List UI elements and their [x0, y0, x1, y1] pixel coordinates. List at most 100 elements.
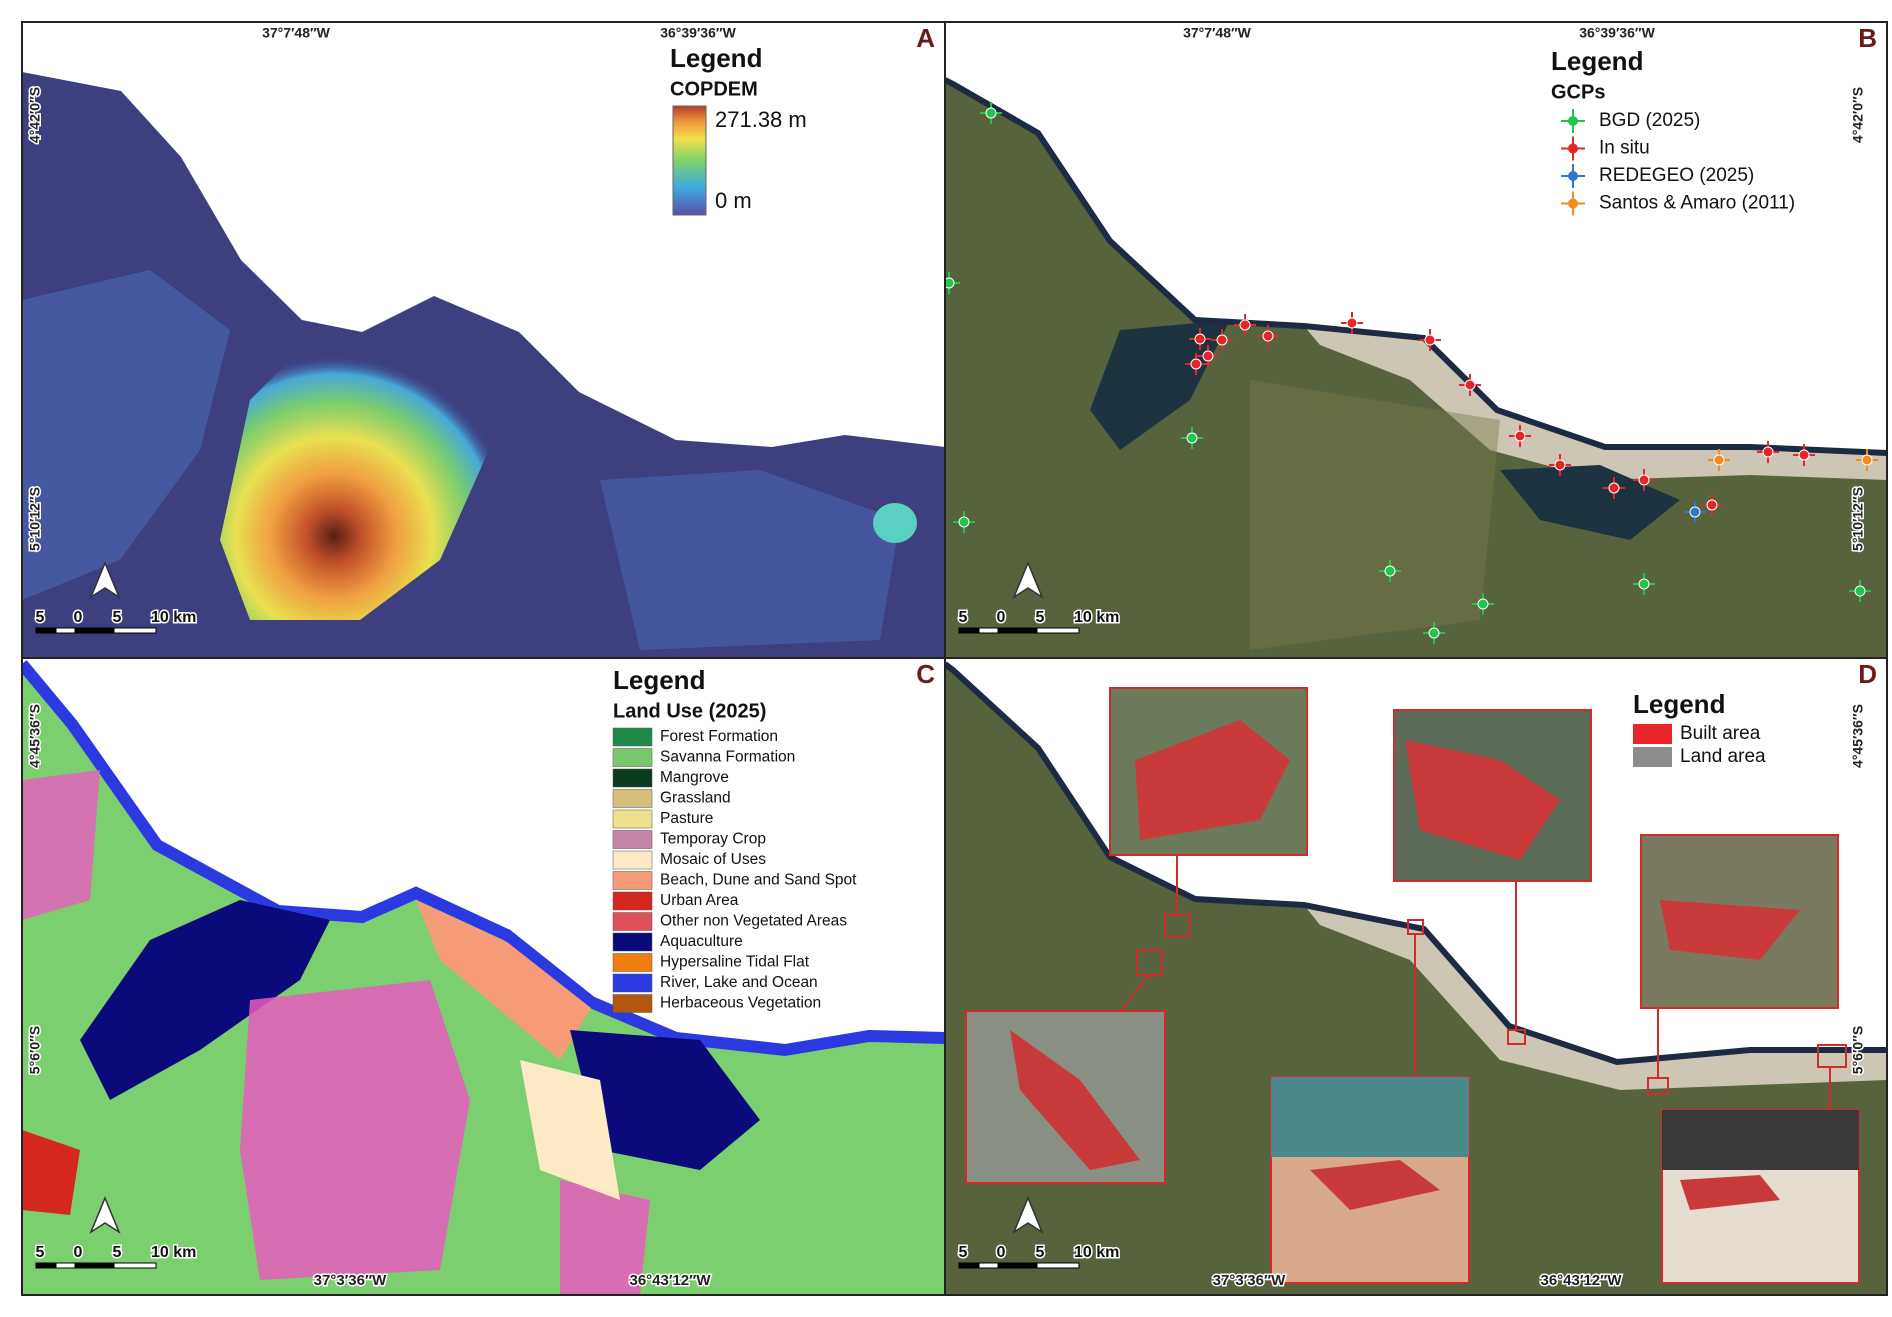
- scale-label: 5: [959, 609, 968, 626]
- panel-frames: [21, 21, 1888, 1296]
- panel-c-map: [22, 658, 945, 1295]
- coordinate-label: 4°45′36″S: [27, 704, 43, 768]
- urban: [22, 1130, 80, 1215]
- legend-symbol: [1568, 143, 1578, 154]
- coordinate-label: 36°39′36″W: [660, 25, 736, 41]
- panel-label: A: [916, 23, 935, 53]
- scale-label: 5: [959, 1244, 968, 1261]
- legend-swatch: [612, 850, 653, 870]
- crops: [22, 770, 100, 920]
- legend-item: River, Lake and Ocean: [660, 974, 818, 991]
- scale-label: 10 km: [151, 609, 196, 626]
- panel-b-map: [945, 22, 1887, 658]
- legend-item: REDEGEO (2025): [1599, 165, 1754, 186]
- scale-label: 0: [74, 1244, 83, 1261]
- legend-swatch: [612, 953, 653, 972]
- crop-fields: [1250, 380, 1500, 650]
- color-ramp: [672, 105, 707, 216]
- north-arrow: [89, 561, 121, 599]
- gcp-point: [1464, 379, 1476, 391]
- legend-symbol: [1568, 198, 1578, 209]
- panel-label: D: [1858, 659, 1877, 689]
- coordinate-label: 37°3′36″W: [1213, 1272, 1286, 1289]
- legend-item: Beach, Dune and Sand Spot: [660, 872, 857, 889]
- gcp-point: [1428, 627, 1440, 639]
- panel-d-map: [945, 658, 1887, 1295]
- scale-bar-segment: [958, 627, 980, 634]
- legend-swatch: [612, 748, 653, 767]
- legend-item: Urban Area: [660, 892, 739, 909]
- legend-title: Legend: [613, 665, 705, 695]
- scale-bar-segment: [997, 1262, 1038, 1269]
- mosaic: [520, 1060, 620, 1200]
- legend-swatch: [1633, 724, 1672, 744]
- scale-label: 5: [1036, 1244, 1045, 1261]
- gcp-point: [945, 277, 955, 289]
- legend-swatch: [612, 891, 653, 911]
- gcp-point: [1384, 565, 1396, 577]
- gcp-point: [1713, 454, 1725, 466]
- gcp-point: [1262, 330, 1274, 342]
- aquaculture: [1090, 320, 1230, 450]
- scale-bar-segment: [113, 1262, 157, 1269]
- coordinate-label: 4°42′0″S: [1850, 87, 1866, 143]
- coordinate-label: 37°7′48″W: [1183, 25, 1252, 41]
- gcp-point: [1762, 446, 1774, 458]
- scale-bar-segment: [55, 627, 76, 634]
- legend-swatch: [612, 912, 653, 931]
- coordinate-label: 5°10′12″S: [27, 487, 43, 551]
- scale-label: 0: [997, 1244, 1006, 1261]
- legend-item: Mangrove: [660, 769, 729, 786]
- ocean-edge: [22, 660, 945, 1057]
- gcp-point: [1854, 585, 1866, 597]
- gcp-point: [1514, 430, 1526, 442]
- coordinate-label: 5°6′0″S: [1850, 1026, 1866, 1074]
- gcp-point: [1706, 499, 1718, 511]
- legend-item: Savanna Formation: [660, 749, 795, 766]
- scale-bar-segment: [35, 627, 57, 634]
- coordinate-label: 37°3′36″W: [314, 1272, 387, 1289]
- legend-item: Land area: [1680, 746, 1766, 767]
- coastline: [945, 661, 1887, 1066]
- legend-item: Other non Vegetated Areas: [660, 913, 847, 930]
- coordinate-label: 36°43′12″W: [630, 1272, 712, 1289]
- scale-label: 0: [997, 609, 1006, 626]
- legend-symbol: [1568, 116, 1578, 126]
- scale-bar-segment: [35, 1262, 57, 1269]
- insets: [965, 687, 1860, 1284]
- aquaculture: [1500, 465, 1680, 540]
- legend-symbol: [1568, 171, 1578, 181]
- legend-item: Pasture: [660, 810, 713, 827]
- gcp-point: [1190, 358, 1202, 370]
- gcp-point: [1346, 317, 1358, 329]
- scale-bar-segment: [958, 1262, 980, 1269]
- scale-label: 10 km: [1074, 609, 1119, 626]
- gcp-point: [1861, 454, 1873, 466]
- panel-label: C: [916, 659, 935, 689]
- legend-item: Temporay Crop: [660, 831, 766, 848]
- legend-title: Legend: [670, 43, 762, 73]
- gcp-point: [1194, 333, 1206, 345]
- scale-bar-segment: [74, 1262, 115, 1269]
- aquaculture: [570, 1030, 760, 1170]
- gcp-point: [1689, 506, 1701, 518]
- gcp-point: [1202, 350, 1214, 362]
- scale-bar-segment: [978, 627, 999, 634]
- gcp-point: [1186, 432, 1198, 444]
- gcp-point: [1638, 578, 1650, 590]
- legend-item: Forest Formation: [660, 728, 778, 745]
- gcp-point: [958, 516, 970, 528]
- legend-swatch: [612, 932, 653, 952]
- legend-swatch: [612, 994, 653, 1013]
- legend-subtitle: COPDEM: [670, 78, 758, 100]
- coordinate-label: 37°7′48″W: [262, 25, 331, 41]
- scale-label: 10 km: [1074, 1244, 1119, 1261]
- scale-bar-segment: [55, 1262, 76, 1269]
- inset-connectors: [1119, 855, 1847, 1110]
- gcp-point: [1477, 598, 1489, 610]
- coordinate-label: 36°43′12″W: [1541, 1272, 1623, 1289]
- crops: [240, 980, 470, 1280]
- aquaculture: [80, 900, 330, 1100]
- gcp-point: [1424, 334, 1436, 346]
- legend-swatch: [612, 973, 653, 993]
